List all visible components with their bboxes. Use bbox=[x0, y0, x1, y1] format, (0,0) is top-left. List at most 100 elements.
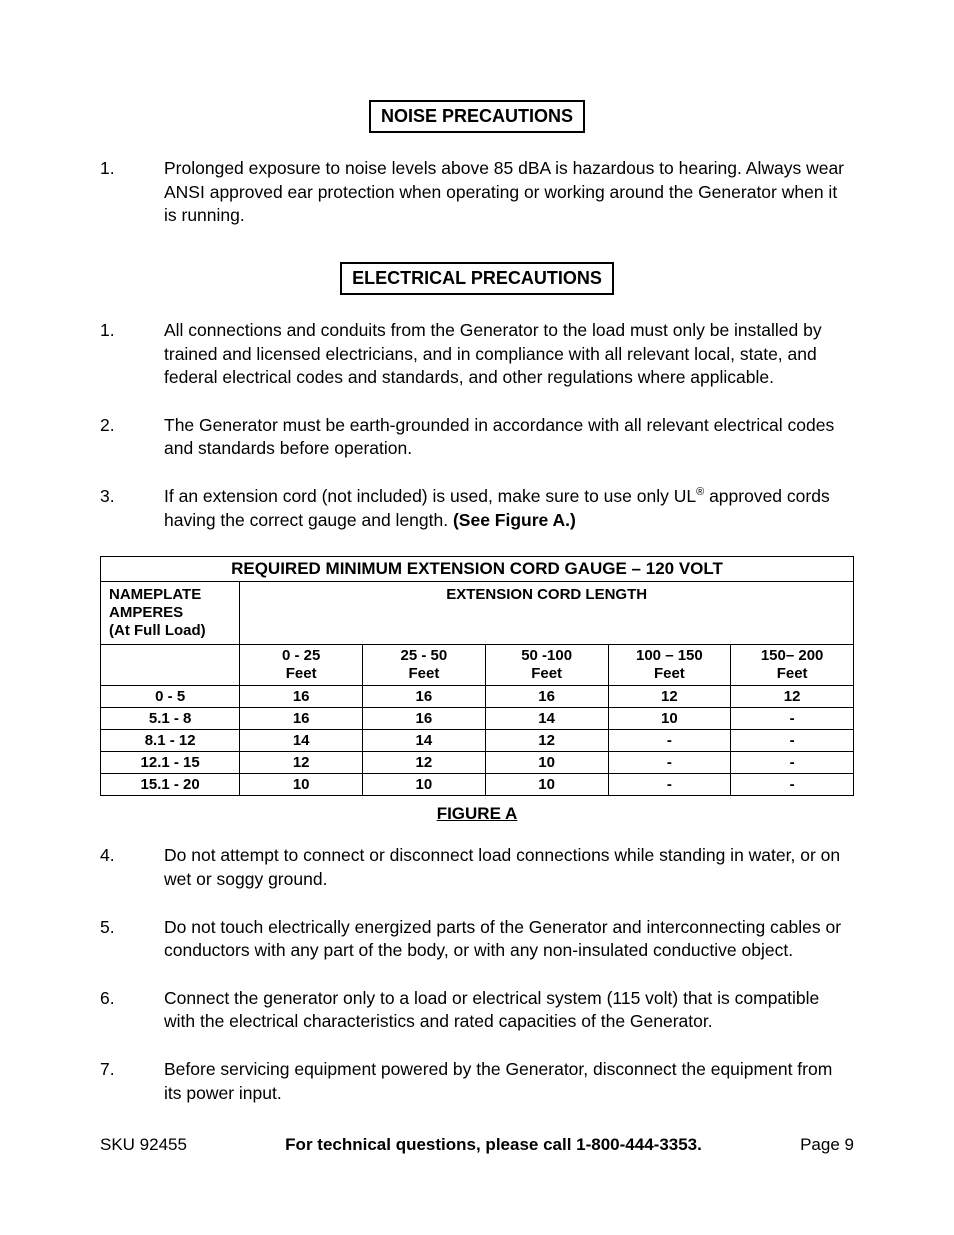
table-cell: 14 bbox=[485, 708, 608, 730]
empty-cell bbox=[101, 645, 240, 686]
row-label: 8.1 - 12 bbox=[101, 730, 240, 752]
table-cell: 10 bbox=[485, 774, 608, 796]
list-number: 7. bbox=[100, 1058, 164, 1105]
col-range: 0 - 25Feet bbox=[240, 645, 363, 686]
range-unit: Feet bbox=[408, 665, 439, 682]
header-line: (At Full Load) bbox=[109, 622, 206, 639]
table-cell: 10 bbox=[485, 752, 608, 774]
list-number: 1. bbox=[100, 157, 164, 228]
list-item: 5. Do not touch electrically energized p… bbox=[100, 916, 854, 963]
electrical-list-a: 1. All connections and conduits from the… bbox=[100, 319, 854, 532]
footer-center: For technical questions, please call 1-8… bbox=[285, 1135, 702, 1155]
table-row: 0 - 51616161212 bbox=[101, 686, 854, 708]
table-row: 15.1 - 20101010-- bbox=[101, 774, 854, 796]
table-cell: 16 bbox=[363, 708, 486, 730]
row-label: 0 - 5 bbox=[101, 686, 240, 708]
list-text: Connect the generator only to a load or … bbox=[164, 987, 854, 1034]
range-val: 25 - 50 bbox=[401, 647, 448, 664]
table-body: 0 - 516161612125.1 - 816161410-8.1 - 121… bbox=[101, 686, 854, 796]
header-line: AMPERES bbox=[109, 604, 183, 621]
col-range: 100 – 150Feet bbox=[608, 645, 731, 686]
range-unit: Feet bbox=[777, 665, 808, 682]
nameplate-header: NAMEPLATE AMPERES (At Full Load) bbox=[101, 582, 240, 645]
range-val: 0 - 25 bbox=[282, 647, 320, 664]
table-cell: 10 bbox=[608, 708, 731, 730]
table-cell: 12 bbox=[731, 686, 854, 708]
list-item: 4. Do not attempt to connect or disconne… bbox=[100, 844, 854, 891]
list-item: 2. The Generator must be earth-grounded … bbox=[100, 414, 854, 461]
extension-cord-table-wrap: REQUIRED MINIMUM EXTENSION CORD GAUGE – … bbox=[100, 556, 854, 796]
header-line: NAMEPLATE bbox=[109, 586, 201, 603]
list-text: Before servicing equipment powered by th… bbox=[164, 1058, 854, 1105]
text-pre: If an extension cord (not included) is u… bbox=[164, 486, 696, 506]
list-text: The Generator must be earth-grounded in … bbox=[164, 414, 854, 461]
list-item: 7. Before servicing equipment powered by… bbox=[100, 1058, 854, 1105]
list-number: 6. bbox=[100, 987, 164, 1034]
extension-cord-table: REQUIRED MINIMUM EXTENSION CORD GAUGE – … bbox=[100, 556, 854, 796]
table-col-ranges-row: 0 - 25Feet 25 - 50Feet 50 -100Feet 100 –… bbox=[101, 645, 854, 686]
table-cell: 12 bbox=[363, 752, 486, 774]
footer-sku: SKU 92455 bbox=[100, 1135, 187, 1155]
table-title: REQUIRED MINIMUM EXTENSION CORD GAUGE – … bbox=[101, 557, 854, 582]
table-cell: - bbox=[608, 752, 731, 774]
table-cell: - bbox=[608, 774, 731, 796]
list-text: Do not attempt to connect or disconnect … bbox=[164, 844, 854, 891]
table-cell: - bbox=[608, 730, 731, 752]
list-text: Prolonged exposure to noise levels above… bbox=[164, 157, 854, 228]
list-number: 2. bbox=[100, 414, 164, 461]
table-cell: - bbox=[731, 730, 854, 752]
table-cell: 12 bbox=[485, 730, 608, 752]
registered-symbol: ® bbox=[696, 486, 704, 498]
col-range: 150– 200Feet bbox=[731, 645, 854, 686]
electrical-section-title: ELECTRICAL PRECAUTIONS bbox=[340, 262, 614, 295]
noise-list: 1. Prolonged exposure to noise levels ab… bbox=[100, 157, 854, 228]
list-number: 3. bbox=[100, 485, 164, 532]
table-cell: 16 bbox=[485, 686, 608, 708]
table-cell: 16 bbox=[363, 686, 486, 708]
list-number: 4. bbox=[100, 844, 164, 891]
list-text: If an extension cord (not included) is u… bbox=[164, 485, 854, 532]
electrical-section-title-wrap: ELECTRICAL PRECAUTIONS bbox=[100, 262, 854, 295]
table-cell: 14 bbox=[363, 730, 486, 752]
list-item: 1. Prolonged exposure to noise levels ab… bbox=[100, 157, 854, 228]
page-footer: SKU 92455 For technical questions, pleas… bbox=[100, 1135, 854, 1155]
list-item: 1. All connections and conduits from the… bbox=[100, 319, 854, 390]
cord-length-header: EXTENSION CORD LENGTH bbox=[240, 582, 854, 645]
range-unit: Feet bbox=[531, 665, 562, 682]
list-text: All connections and conduits from the Ge… bbox=[164, 319, 854, 390]
electrical-list-b: 4. Do not attempt to connect or disconne… bbox=[100, 844, 854, 1105]
figure-label: FIGURE A bbox=[100, 804, 854, 824]
table-row: 5.1 - 816161410- bbox=[101, 708, 854, 730]
noise-section-title: NOISE PRECAUTIONS bbox=[369, 100, 585, 133]
footer-page: Page 9 bbox=[800, 1135, 854, 1155]
noise-section-title-wrap: NOISE PRECAUTIONS bbox=[100, 100, 854, 133]
table-cell: 10 bbox=[240, 774, 363, 796]
table-cell: 12 bbox=[608, 686, 731, 708]
range-val: 50 -100 bbox=[521, 647, 572, 664]
table-cell: 10 bbox=[363, 774, 486, 796]
table-cell: 12 bbox=[240, 752, 363, 774]
table-row: 8.1 - 12141412-- bbox=[101, 730, 854, 752]
col-range: 25 - 50Feet bbox=[363, 645, 486, 686]
table-cell: 16 bbox=[240, 708, 363, 730]
range-unit: Feet bbox=[286, 665, 317, 682]
list-item: 6. Connect the generator only to a load … bbox=[100, 987, 854, 1034]
table-cell: - bbox=[731, 752, 854, 774]
table-cell: 16 bbox=[240, 686, 363, 708]
row-label: 15.1 - 20 bbox=[101, 774, 240, 796]
list-number: 5. bbox=[100, 916, 164, 963]
table-cell: - bbox=[731, 708, 854, 730]
table-cell: 14 bbox=[240, 730, 363, 752]
table-title-row: REQUIRED MINIMUM EXTENSION CORD GAUGE – … bbox=[101, 557, 854, 582]
document-page: NOISE PRECAUTIONS 1. Prolonged exposure … bbox=[0, 0, 954, 1235]
list-item: 3. If an extension cord (not included) i… bbox=[100, 485, 854, 532]
row-label: 5.1 - 8 bbox=[101, 708, 240, 730]
table-row: 12.1 - 15121210-- bbox=[101, 752, 854, 774]
table-cell: - bbox=[731, 774, 854, 796]
range-unit: Feet bbox=[654, 665, 685, 682]
range-val: 100 – 150 bbox=[636, 647, 703, 664]
list-number: 1. bbox=[100, 319, 164, 390]
figure-reference: (See Figure A.) bbox=[453, 510, 576, 530]
col-range: 50 -100Feet bbox=[485, 645, 608, 686]
row-label: 12.1 - 15 bbox=[101, 752, 240, 774]
